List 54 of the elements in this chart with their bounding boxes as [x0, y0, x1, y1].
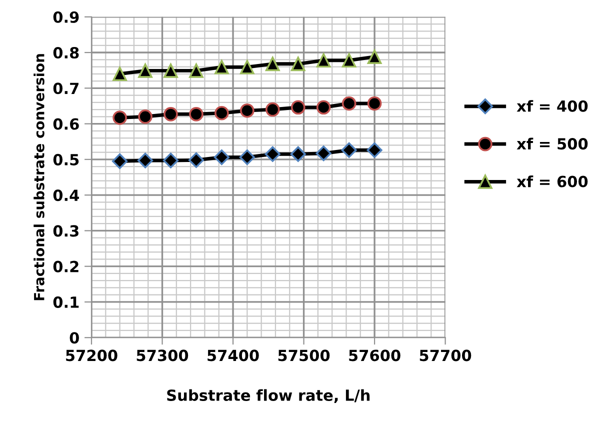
point — [316, 100, 331, 115]
x-tick-label: 57600 — [349, 350, 400, 362]
y-tick-label: 0.1 — [53, 296, 79, 308]
point — [239, 150, 255, 166]
x-axis-title: Substrate flow rate, L/h — [167, 389, 370, 403]
point — [240, 60, 254, 74]
point — [162, 152, 179, 168]
y-tick-label: 0.9 — [53, 11, 79, 23]
point — [290, 56, 306, 72]
point — [290, 146, 306, 162]
y-tick-label: 0.3 — [53, 225, 78, 237]
point — [290, 100, 306, 115]
point — [112, 110, 127, 125]
point — [214, 150, 230, 166]
y-tick-label: 0 — [70, 332, 79, 344]
point — [366, 142, 382, 158]
point — [367, 96, 382, 111]
legend-label: xf = 500 — [516, 138, 588, 150]
point — [112, 153, 128, 169]
point — [188, 152, 204, 168]
legend-label: xf = 400 — [516, 100, 588, 112]
y-axis-title: Fractional substrate conversion — [34, 54, 44, 300]
point — [189, 107, 204, 122]
point — [342, 96, 356, 111]
y-tick-label: 0.2 — [53, 260, 78, 272]
x-tick-label: 57200 — [66, 350, 118, 362]
point — [164, 107, 178, 122]
point — [138, 64, 152, 78]
point — [265, 102, 280, 117]
point — [214, 106, 229, 120]
point — [164, 64, 178, 78]
point — [112, 66, 127, 82]
point — [264, 146, 280, 162]
point — [367, 50, 382, 64]
y-tick-label: 0.4 — [53, 190, 79, 202]
y-tick-label: 0.8 — [53, 46, 79, 59]
y-tick-label: 0.7 — [53, 82, 78, 94]
legend-label: xf = 600 — [516, 175, 588, 188]
point — [316, 53, 331, 68]
x-tick-label: 57300 — [136, 350, 188, 362]
x-tick-label: 57500 — [278, 350, 330, 362]
point — [265, 56, 280, 72]
point — [189, 64, 204, 78]
point — [341, 142, 357, 158]
x-tick-label: 57700 — [420, 350, 472, 362]
point — [138, 152, 154, 168]
point — [316, 146, 332, 162]
y-tick-label: 0.6 — [53, 118, 79, 130]
point — [240, 103, 254, 118]
point — [214, 60, 229, 74]
x-tick-label: 57400 — [208, 350, 259, 362]
point — [342, 53, 356, 68]
point — [138, 110, 152, 124]
y-tick-label: 0.5 — [53, 154, 79, 166]
